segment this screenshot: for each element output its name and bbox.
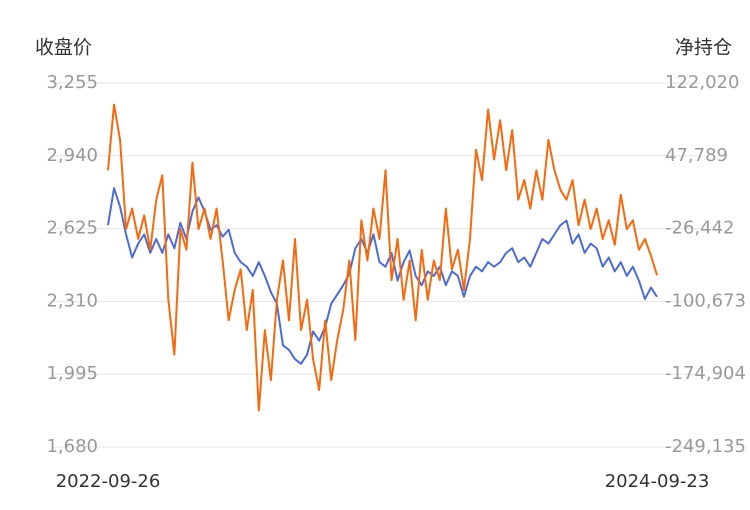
y-tick-label: 1,995 [46,363,98,384]
y-tick-label: 2,310 [46,290,98,311]
y-tick-label: 2,940 [46,145,98,166]
y2-tick-label: 47,789 [665,145,728,166]
y2-tick-label: -100,673 [665,290,746,311]
x-tick-label: 2024-09-23 [605,471,710,492]
y2-tick-label: 122,020 [665,72,739,93]
y2-tick-label: -249,135 [665,436,746,457]
y-axis-title: 收盘价 [35,37,92,59]
y-tick-label: 3,255 [46,72,98,93]
x-tick-label: 2022-09-26 [56,471,161,492]
y2-tick-label: -26,442 [665,218,734,239]
y2-axis-title: 净持仓 [675,37,732,59]
series-line [107,103,658,412]
series-line [107,187,658,365]
y2-tick-label: -174,904 [665,363,746,384]
y-tick-label: 2,625 [46,218,98,239]
y-tick-label: 1,680 [46,436,98,457]
